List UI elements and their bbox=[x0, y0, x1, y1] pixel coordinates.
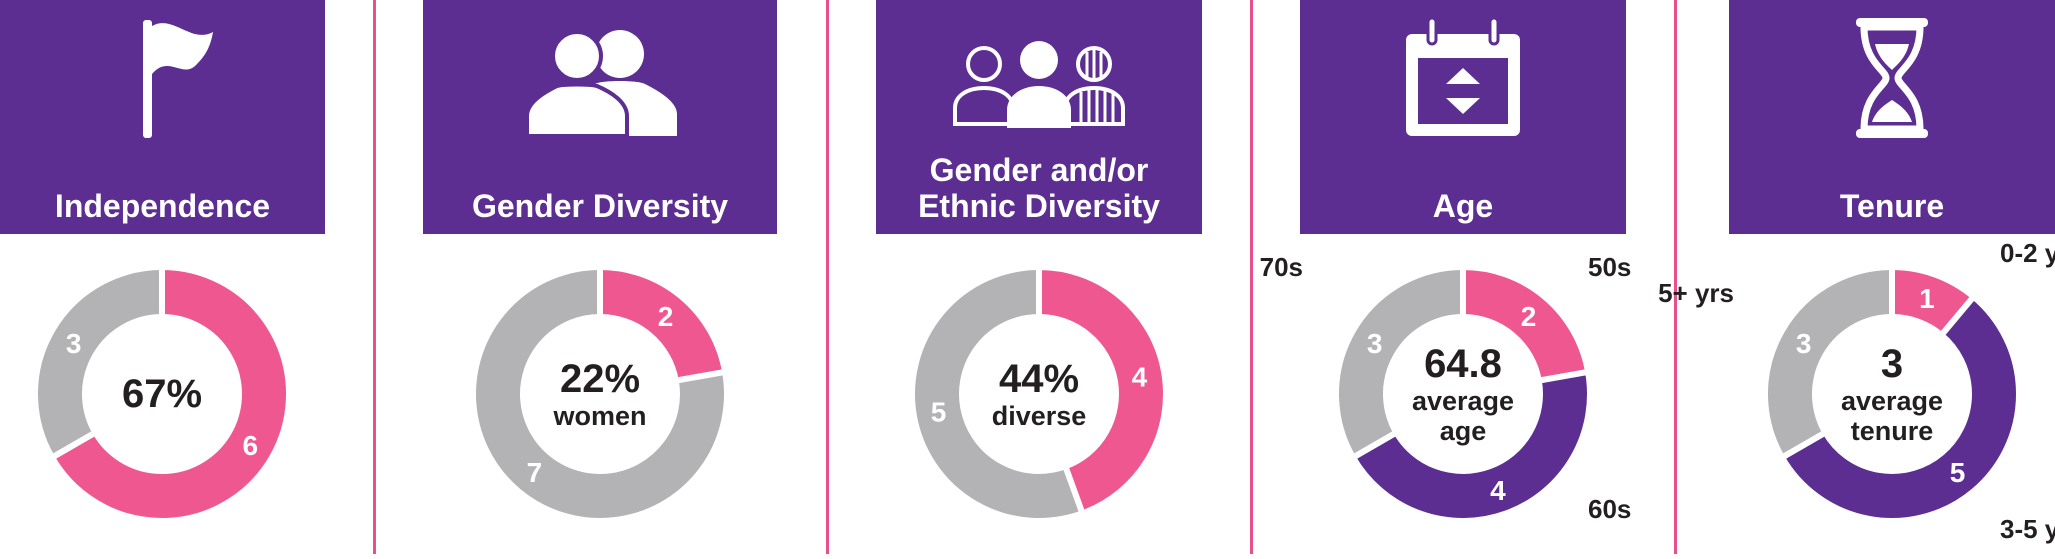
donut-slice bbox=[470, 263, 730, 524]
header-ethnic-diversity: Gender and/or Ethnic Diversity bbox=[876, 0, 1202, 234]
donut-slice bbox=[1036, 263, 1169, 518]
hourglass-icon bbox=[1729, 14, 2055, 144]
donut-slice bbox=[1762, 263, 1895, 462]
panel-title: Gender Diversity bbox=[471, 188, 729, 224]
slice-category-label: 70s bbox=[1259, 252, 1303, 282]
panel-independence: Independence 6 3 67% bbox=[0, 0, 330, 554]
center-value: 67% bbox=[121, 372, 203, 416]
donut-chart-independence: 6 3 67% bbox=[12, 258, 312, 554]
donut-chart-ethnic-diversity: 4 5 44% diverse bbox=[889, 258, 1189, 554]
slice-category-label: 60s bbox=[1588, 494, 1632, 524]
donut-svg: 27 bbox=[470, 263, 730, 524]
donut-slice bbox=[32, 263, 165, 462]
divider bbox=[1674, 0, 1677, 554]
donut-svg: 45 bbox=[909, 263, 1169, 524]
donut-chart-gender-diversity: 2 7 22% women bbox=[450, 258, 750, 554]
slice-category-label: 5+ yrs bbox=[1658, 278, 1734, 308]
slice-value-label: 3 bbox=[1796, 328, 1812, 359]
center-value: 3 bbox=[1880, 342, 1904, 386]
slice-category-label: 0-2 yrs bbox=[2000, 238, 2055, 268]
center-caption: average bbox=[1411, 386, 1515, 416]
donut-svg: 63 bbox=[32, 263, 292, 524]
panel-title: Age bbox=[1432, 188, 1494, 224]
slice-value-label: 3 bbox=[66, 328, 82, 359]
flag-icon bbox=[0, 14, 325, 144]
header-age: Age bbox=[1300, 0, 1626, 234]
three-people-icon bbox=[876, 36, 1202, 166]
panel-title: Independence bbox=[54, 188, 271, 224]
two-people-icon bbox=[423, 14, 777, 144]
center-caption: women bbox=[553, 401, 647, 431]
center-caption: tenure bbox=[1850, 416, 1934, 446]
center-value: 22% bbox=[559, 357, 641, 401]
panel-age: Age 2 4 3 50s 60s 70s 64.8 average age bbox=[1260, 0, 1632, 554]
donut-slice bbox=[47, 263, 292, 524]
slice-value-label: 1 bbox=[1919, 283, 1935, 314]
center-value: 44% bbox=[998, 357, 1080, 401]
header-tenure: Tenure bbox=[1729, 0, 2055, 234]
divider bbox=[1250, 0, 1253, 554]
panel-title: Gender and/or Ethnic Diversity bbox=[918, 152, 1160, 224]
slice-category-label: 3-5 yrs bbox=[2000, 514, 2055, 544]
slice-value-label: 2 bbox=[658, 301, 674, 332]
donut-svg: 1 5 3 bbox=[1762, 263, 2022, 524]
calendar-icon bbox=[1300, 14, 1626, 144]
center-caption: age bbox=[1439, 416, 1487, 446]
panel-gender-diversity: Gender Diversity 2 7 22% women bbox=[423, 0, 777, 554]
panel-ethnic-diversity: Gender and/or Ethnic Diversity 4 5 44% dive… bbox=[876, 0, 1202, 554]
donut-slice bbox=[1333, 263, 1466, 462]
slice-value-label: 2 bbox=[1521, 301, 1537, 332]
slice-value-label: 7 bbox=[527, 457, 543, 488]
slice-value-label: 4 bbox=[1490, 475, 1506, 506]
slice-value-label: 5 bbox=[1950, 457, 1966, 488]
donut-slice bbox=[909, 263, 1087, 524]
center-caption: average bbox=[1840, 386, 1944, 416]
divider bbox=[826, 0, 829, 554]
header-independence: Independence bbox=[0, 0, 325, 234]
slice-value-label: 4 bbox=[1132, 361, 1148, 392]
panel-title: Tenure bbox=[1839, 188, 1945, 224]
center-caption: diverse bbox=[991, 401, 1087, 431]
slice-value-label: 5 bbox=[931, 397, 947, 428]
divider bbox=[373, 0, 376, 554]
slice-value-label: 3 bbox=[1367, 328, 1383, 359]
center-value: 64.8 bbox=[1424, 342, 1502, 386]
donut-slice bbox=[1348, 368, 1593, 524]
header-gender-diversity: Gender Diversity bbox=[423, 0, 777, 234]
donut-svg: 2 4 3 bbox=[1333, 263, 1593, 524]
donut-slice bbox=[1777, 292, 2022, 524]
slice-value-label: 6 bbox=[243, 430, 259, 461]
donut-chart-age: 2 4 3 50s 60s 70s 64.8 average age bbox=[1260, 252, 1632, 554]
slice-category-label: 50s bbox=[1588, 252, 1632, 282]
